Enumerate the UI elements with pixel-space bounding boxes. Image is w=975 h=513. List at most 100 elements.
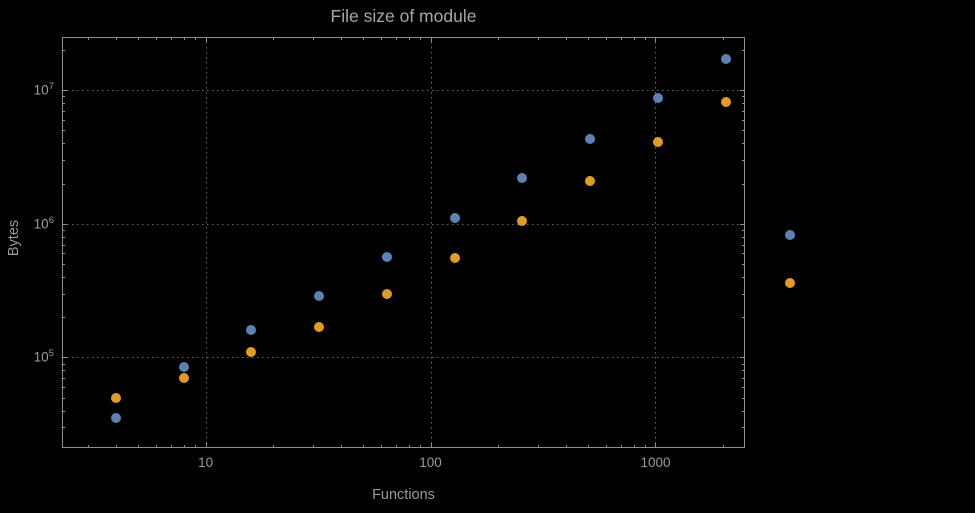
gridline	[62, 357, 745, 359]
tick-mark	[62, 160, 65, 162]
tick-mark	[742, 317, 745, 319]
tick-mark	[62, 143, 65, 145]
tick-mark	[742, 49, 745, 51]
data-point-blue	[246, 325, 257, 336]
gridline	[430, 37, 432, 448]
tick-mark	[205, 37, 207, 42]
tick-mark	[62, 223, 67, 225]
tick-mark	[655, 443, 657, 448]
plot-area	[62, 37, 745, 448]
tick-mark	[395, 37, 397, 40]
tick-mark	[116, 37, 118, 40]
tick-mark	[183, 37, 185, 40]
tick-mark	[742, 370, 745, 372]
tick-mark	[498, 445, 500, 448]
data-point-orange	[652, 136, 663, 147]
tick-mark	[62, 427, 65, 429]
data-point-blue	[585, 134, 596, 145]
tick-mark	[62, 130, 65, 132]
tick-mark	[155, 37, 157, 40]
x-tick-label: 10	[198, 455, 214, 470]
tick-mark	[742, 264, 745, 266]
tick-mark	[62, 49, 65, 51]
tick-mark	[645, 37, 647, 40]
tick-mark	[62, 276, 65, 278]
tick-mark	[620, 37, 622, 40]
tick-mark	[742, 183, 745, 185]
tick-mark	[62, 264, 65, 266]
tick-mark	[723, 445, 725, 448]
tick-mark	[565, 445, 567, 448]
tick-mark	[62, 244, 65, 246]
tick-mark	[742, 143, 745, 145]
tick-mark	[742, 130, 745, 132]
tick-mark	[430, 443, 432, 448]
tick-mark	[362, 445, 364, 448]
tick-mark	[633, 445, 635, 448]
tick-mark	[742, 103, 745, 105]
tick-mark	[742, 244, 745, 246]
tick-mark	[742, 253, 745, 255]
tick-mark	[170, 37, 172, 40]
tick-mark	[742, 236, 745, 238]
tick-mark	[537, 445, 539, 448]
tick-mark	[62, 410, 65, 412]
tick-mark	[273, 445, 275, 448]
tick-mark	[62, 236, 65, 238]
tick-mark	[420, 37, 422, 40]
tick-mark	[740, 357, 745, 359]
tick-mark	[742, 96, 745, 98]
tick-mark	[408, 37, 410, 40]
tick-mark	[62, 110, 65, 112]
tick-mark	[116, 445, 118, 448]
tick-mark	[62, 370, 65, 372]
data-point-blue	[178, 361, 189, 372]
tick-mark	[430, 37, 432, 42]
tick-mark	[395, 445, 397, 448]
tick-mark	[742, 229, 745, 231]
data-point-blue	[381, 252, 392, 263]
tick-mark	[537, 37, 539, 40]
tick-mark	[380, 37, 382, 40]
data-point-blue	[652, 93, 663, 104]
data-point-blue	[517, 173, 528, 184]
data-point-blue	[314, 290, 325, 301]
tick-mark	[420, 445, 422, 448]
tick-mark	[137, 37, 139, 40]
data-point-orange	[585, 175, 596, 186]
tick-mark	[87, 445, 89, 448]
chart-title: File size of module	[330, 6, 477, 26]
tick-mark	[62, 183, 65, 185]
data-point-orange	[720, 96, 731, 107]
tick-mark	[62, 96, 65, 98]
tick-mark	[723, 37, 725, 40]
tick-mark	[137, 445, 139, 448]
tick-mark	[645, 445, 647, 448]
y-axis-label: Bytes	[6, 219, 22, 257]
tick-mark	[498, 37, 500, 40]
data-point-blue	[111, 413, 122, 424]
tick-mark	[633, 37, 635, 40]
data-point-orange	[449, 253, 460, 264]
tick-mark	[380, 445, 382, 448]
tick-mark	[87, 37, 89, 40]
legend-marker-orange	[785, 278, 795, 288]
data-point-orange	[246, 346, 257, 357]
tick-mark	[565, 37, 567, 40]
data-point-orange	[381, 288, 392, 299]
data-point-orange	[178, 373, 189, 384]
tick-mark	[62, 229, 65, 231]
tick-mark	[62, 317, 65, 319]
tick-mark	[62, 103, 65, 105]
tick-mark	[742, 276, 745, 278]
tick-mark	[62, 397, 65, 399]
tick-mark	[183, 445, 185, 448]
tick-mark	[740, 223, 745, 225]
tick-mark	[195, 37, 197, 40]
tick-mark	[408, 445, 410, 448]
data-point-orange	[111, 392, 122, 403]
tick-mark	[587, 37, 589, 40]
data-point-orange	[517, 215, 528, 226]
tick-mark	[605, 37, 607, 40]
tick-mark	[742, 378, 745, 380]
